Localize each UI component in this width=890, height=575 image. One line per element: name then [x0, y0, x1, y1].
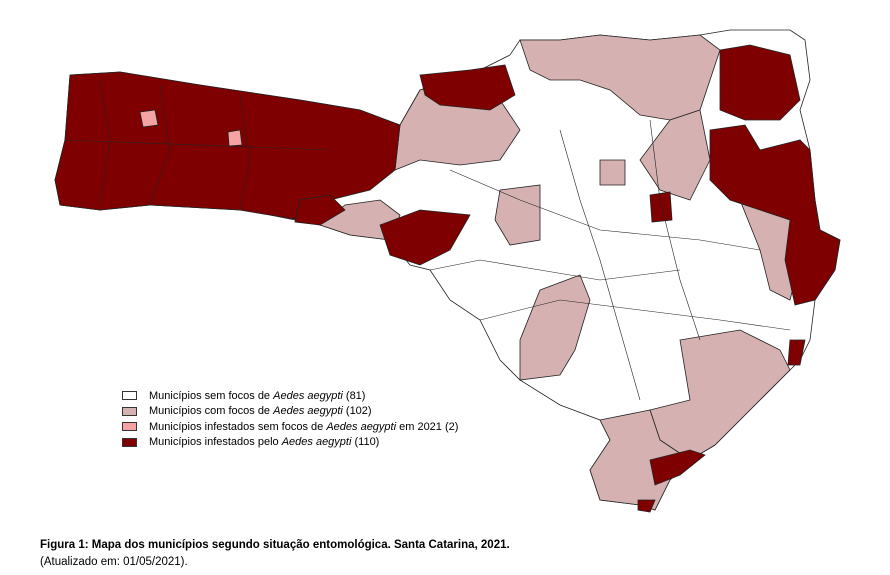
legend-species: Aedes aegypti	[273, 405, 343, 418]
region	[649, 191, 673, 223]
legend-suffix: (102)	[345, 405, 372, 418]
region	[227, 129, 243, 147]
legend-suffix: em 2021 (2)	[399, 420, 459, 433]
legend-suffix: (81)	[345, 389, 366, 402]
caption: Figura 1: Mapa dos municípios segundo si…	[40, 537, 510, 571]
legend-text: Municípios infestados sem focos de Aedes…	[149, 421, 458, 433]
border	[239, 94, 251, 211]
region	[419, 64, 516, 111]
region	[519, 274, 591, 381]
legend-swatch	[122, 437, 137, 447]
border	[649, 119, 701, 341]
region	[294, 194, 346, 226]
region	[709, 124, 841, 306]
caption-note: (Atualizado em: 01/05/2021).	[40, 556, 188, 568]
legend-label: Municípios sem focos de	[149, 389, 271, 402]
legend-species: Aedes aegypti	[273, 389, 343, 402]
legend-item: Municípios sem focos de Aedes aegypti (8…	[122, 388, 458, 404]
region	[637, 499, 656, 513]
legend-species: Aedes aegypti	[326, 420, 397, 433]
region	[494, 184, 541, 246]
legend-item: Municípios infestados sem focos de Aedes…	[122, 419, 458, 435]
border	[479, 299, 791, 331]
legend-species: Aedes aegypti	[281, 436, 352, 449]
legend: Municípios sem focos de Aedes aegypti (8…	[122, 388, 458, 450]
border	[429, 259, 681, 281]
region	[139, 109, 159, 128]
legend-swatch	[122, 422, 137, 432]
region	[599, 159, 626, 186]
borders	[64, 79, 791, 401]
caption-title: Figura 1: Mapa dos municípios segundo si…	[40, 539, 510, 551]
region	[589, 409, 691, 511]
legend-label: Municípios infestados pelo	[149, 436, 279, 449]
legend-swatch	[122, 406, 137, 416]
legend-suffix: (110)	[354, 436, 380, 449]
legend-item: Municípios infestados pelo Aedes aegypti…	[122, 435, 458, 451]
legend-swatch	[122, 391, 137, 401]
border	[99, 79, 111, 206]
region	[719, 44, 801, 121]
region	[787, 339, 806, 366]
border	[149, 84, 171, 206]
legend-text: Municípios sem focos de Aedes aegypti (8…	[149, 390, 365, 402]
region	[649, 449, 706, 486]
region	[379, 209, 471, 266]
border	[449, 169, 761, 251]
legend-item: Municípios com focos de Aedes aegypti (1…	[122, 404, 458, 420]
legend-text: Municípios com focos de Aedes aegypti (1…	[149, 405, 372, 417]
legend-label: Municípios infestados sem focos de	[149, 420, 324, 433]
region	[649, 329, 791, 461]
border	[64, 139, 331, 151]
border	[559, 129, 641, 401]
legend-label: Municípios com focos de	[149, 405, 271, 418]
legend-text: Municípios infestados pelo Aedes aegypti…	[149, 436, 379, 448]
region	[639, 109, 711, 201]
